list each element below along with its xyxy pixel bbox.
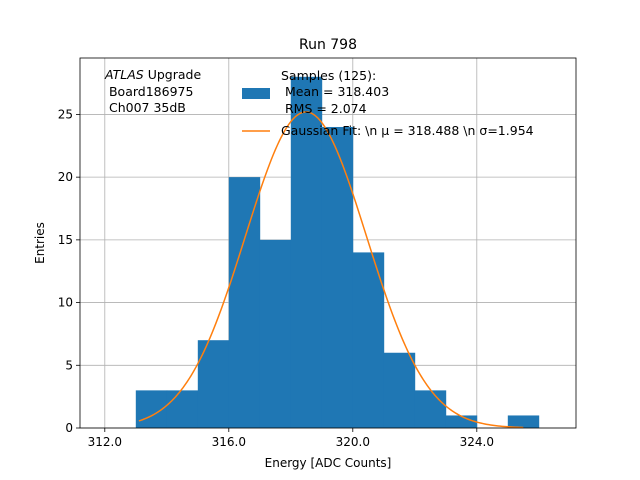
y-axis-label: Entries — [33, 222, 47, 264]
y-tick-label: 20 — [58, 170, 73, 184]
histogram-bar — [228, 177, 261, 428]
x-tick-label: 324.0 — [460, 435, 494, 449]
legend-histogram-line-2: Mean = 318.403 — [281, 84, 389, 99]
legend-histogram-line-3: RMS = 2.074 — [281, 101, 367, 116]
annotation-upgrade: Upgrade — [144, 67, 202, 82]
atlas-annotation: ATLAS Upgrade Board186975 Ch007 35dB — [104, 67, 201, 115]
histogram-bar — [383, 352, 416, 428]
histogram-bar — [445, 415, 478, 428]
y-tick-label: 10 — [58, 296, 73, 310]
x-tick-label: 316.0 — [212, 435, 246, 449]
plot-frame — [79, 57, 577, 429]
y-tick-label: 5 — [65, 358, 73, 372]
histogram-bar — [321, 126, 354, 429]
y-tick-label: 15 — [58, 233, 73, 247]
histogram-bar — [166, 390, 199, 428]
y-tick-label: 25 — [58, 107, 73, 121]
x-tick-label: 312.0 — [88, 435, 122, 449]
chart-title: Run 798 — [299, 37, 357, 53]
annotation-atlas: ATLAS — [104, 67, 144, 82]
histogram-bar — [259, 239, 292, 428]
annotation-line-2: Board186975 — [105, 84, 193, 99]
legend-fit-label: Gaussian Fit: \n μ = 318.488 \n σ=1.954 — [281, 123, 534, 138]
x-axis: 312.0 316.0 320.0 324.0 — [88, 428, 494, 449]
legend: Samples (125): Mean = 318.403 RMS = 2.07… — [242, 68, 534, 138]
x-axis-label: Energy [ADC Counts] — [265, 456, 392, 470]
histogram-bar — [352, 252, 385, 428]
gaussian-fit-curve — [138, 111, 524, 429]
histogram-bar — [290, 76, 323, 428]
histogram-bar — [414, 390, 447, 428]
y-tick-label: 0 — [65, 421, 73, 435]
legend-histogram-patch — [242, 88, 270, 99]
histogram-bar — [507, 415, 540, 428]
legend-histogram-line-1: Samples (125): — [281, 68, 376, 83]
annotation-line-3: Ch007 35dB — [105, 100, 186, 115]
y-axis: 0 5 10 15 20 25 — [58, 107, 80, 435]
x-tick-label: 320.0 — [336, 435, 370, 449]
annotation-line-1: ATLAS Upgrade — [104, 67, 201, 82]
